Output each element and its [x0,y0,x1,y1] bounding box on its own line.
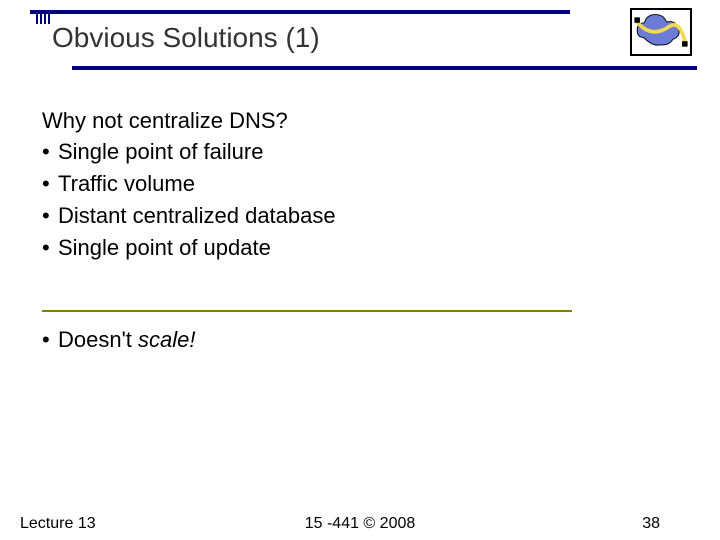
footer-right: 38 [642,515,660,533]
title-tick [40,14,42,24]
conclusion-text: Doesn't scale! [58,326,196,354]
title-rule-top [30,10,570,14]
bullet-text: Traffic volume [58,170,195,198]
title-rule-bottom [72,66,697,70]
title-tick [44,14,46,24]
title-tick [48,14,50,24]
list-item: • Single point of update [42,234,662,262]
list-item: • Doesn't scale! [42,326,662,354]
title-tick [36,14,38,24]
list-item: • Distant centralized database [42,202,662,230]
bullet-icon: • [42,170,58,198]
bullet-icon: • [42,326,58,354]
bullet-text: Single point of failure [58,138,263,166]
bullet-icon: • [42,202,58,230]
logo-icon [630,8,692,56]
slide: Obvious Solutions (1) Why not centralize… [0,0,720,540]
list-item: • Traffic volume [42,170,662,198]
list-item: • Single point of failure [42,138,662,166]
slide-title: Obvious Solutions (1) [52,22,320,54]
cloud-icon [632,10,690,54]
body-content: Why not centralize DNS? • Single point o… [42,108,662,262]
conclusion-emph: scale! [138,327,195,352]
bullet-text: Distant centralized database [58,202,336,230]
bullet-icon: • [42,138,58,166]
footer-center: 15 -441 © 2008 [0,515,720,533]
lead-text: Why not centralize DNS? [42,108,662,134]
bullet-icon: • [42,234,58,262]
conclusion-group: • Doesn't scale! [42,310,662,354]
conclusion-prefix: Doesn't [58,327,138,352]
bullet-text: Single point of update [58,234,271,262]
separator-rule [42,310,572,312]
